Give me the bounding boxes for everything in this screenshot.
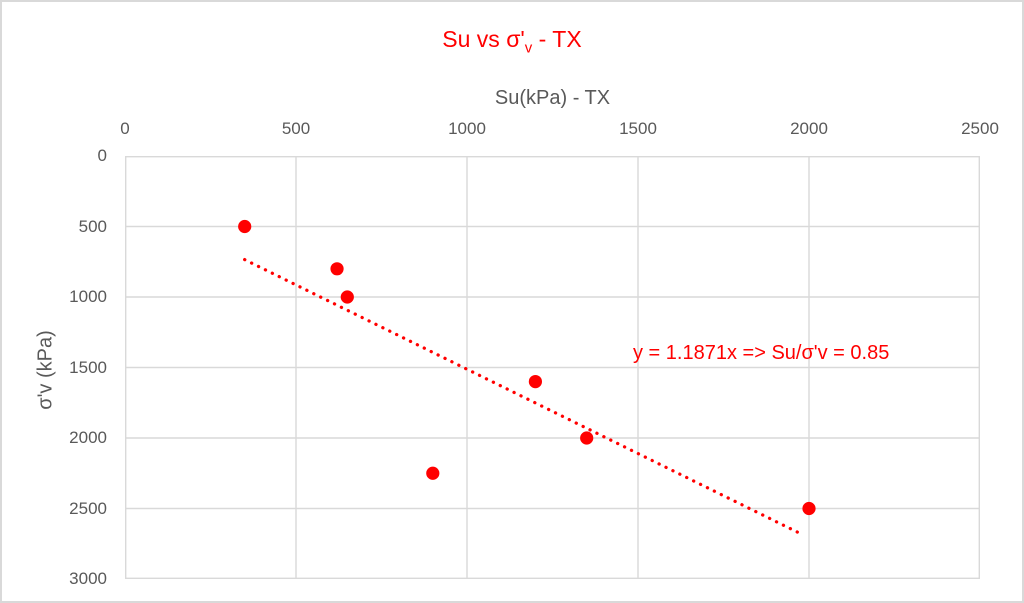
y-tick-label: 500 (78, 216, 107, 236)
plot-svg (125, 156, 980, 579)
plot-border (125, 156, 980, 579)
chart-title-pre: Su vs σ' (442, 26, 525, 52)
y-tick-label: 1000 (69, 287, 107, 306)
y-tick-label: 2500 (69, 498, 107, 518)
x-tick-label: 1000 (448, 119, 486, 138)
chart-title-subscript: v (524, 39, 533, 57)
data-point (340, 290, 354, 304)
data-point (330, 262, 344, 276)
y-tick-label: 3000 (69, 569, 107, 588)
y-tick-label: 0 (97, 146, 107, 165)
trendline-dotted (243, 257, 806, 537)
data-point (580, 431, 594, 445)
x-axis-title: Su(kPa) - TX (494, 87, 611, 109)
y-tick-label: 1500 (69, 357, 107, 377)
x-tick-label: 2500 (961, 119, 999, 138)
data-point (426, 466, 440, 480)
data-point (528, 375, 542, 389)
y-tick-label: 2000 (69, 428, 107, 447)
chart-title-post: - TX (532, 26, 582, 52)
x-tick-label: 2000 (790, 119, 828, 138)
data-point (802, 501, 816, 516)
plot-area (125, 156, 980, 579)
x-tick-label: 1500 (619, 119, 657, 138)
data-point (238, 219, 252, 234)
x-tick-label: 500 (281, 119, 311, 138)
x-tick-label: 0 (120, 119, 130, 138)
trendline-equation-annotation: y = 1.1871x => Su/σ'v = 0.85 (633, 342, 890, 364)
chart-title: Su vs σ'v - TX (2, 26, 1022, 57)
